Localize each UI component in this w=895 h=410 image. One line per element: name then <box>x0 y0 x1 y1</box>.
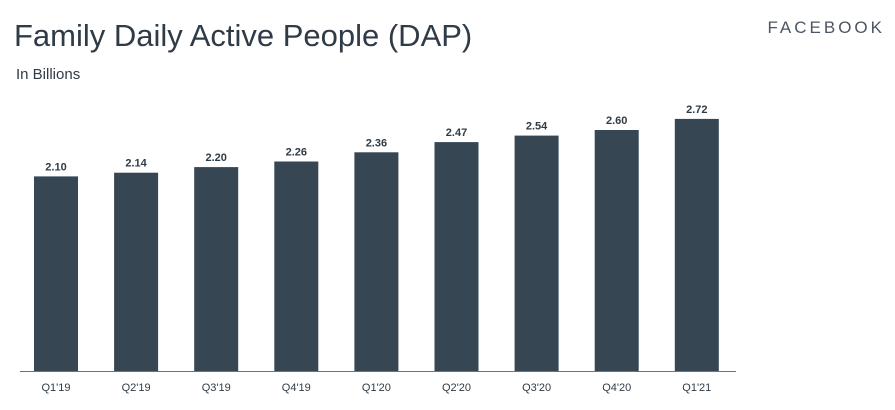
brand-logo: FACEBOOK <box>767 18 885 37</box>
data-label: 2.47 <box>446 127 467 139</box>
page-title: Family Daily Active People (DAP) <box>14 18 473 53</box>
bar-Q1'20 <box>354 152 399 371</box>
chart-subtitle: In Billions <box>16 66 81 83</box>
x-tick-label: Q1'20 <box>362 382 391 394</box>
bar-Q1'19 <box>34 176 78 371</box>
data-label: 2.72 <box>686 104 707 116</box>
bar-Q1'21 <box>674 118 719 372</box>
bar-Q4'20 <box>594 130 639 371</box>
x-tick-label: Q1'21 <box>682 382 711 394</box>
x-tick-label: Q4'20 <box>602 382 631 394</box>
x-tick-label: Q1'19 <box>41 382 70 394</box>
bar-Q3'20 <box>514 135 559 371</box>
data-label: 2.14 <box>125 158 147 170</box>
bar-Q2'20 <box>434 142 479 371</box>
data-label: 2.36 <box>366 137 387 149</box>
bar-Q2'19 <box>114 172 159 371</box>
x-tick-label: Q4'19 <box>282 382 311 394</box>
x-tick-label: Q2'20 <box>442 382 471 394</box>
data-label: 2.10 <box>45 161 66 173</box>
data-label: 2.26 <box>286 147 307 159</box>
data-label: 2.60 <box>606 115 627 127</box>
data-label: 2.54 <box>526 121 548 133</box>
data-label: 2.20 <box>205 152 226 164</box>
bar-Q4'19 <box>274 161 319 371</box>
x-tick-label: Q3'20 <box>522 382 551 394</box>
x-tick-label: Q2'19 <box>122 382 151 394</box>
x-tick-label: Q3'19 <box>202 382 231 394</box>
bar-Q3'19 <box>194 167 239 371</box>
